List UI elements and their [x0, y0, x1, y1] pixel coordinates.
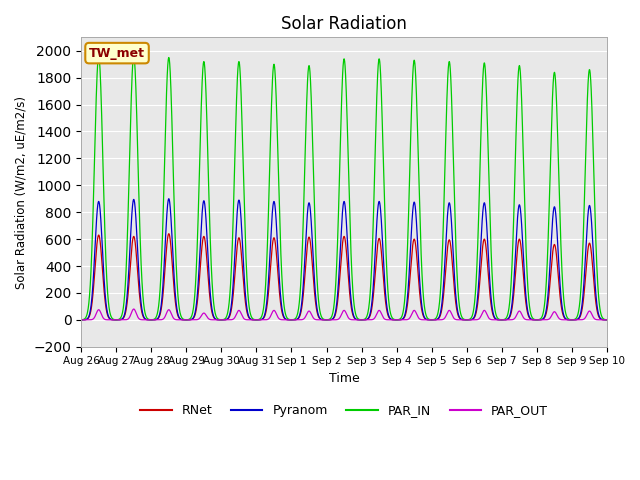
PAR_IN	[169, 140, 177, 145]
PAR_OUT	[279, 317, 287, 323]
RNet	[165, 231, 173, 237]
PAR_OUT	[302, 313, 310, 319]
Legend: RNet, Pyranom, PAR_IN, PAR_OUT: RNet, Pyranom, PAR_IN, PAR_OUT	[135, 399, 553, 422]
RNet	[137, 306, 145, 312]
RNet	[77, 317, 85, 323]
RNet	[169, 265, 177, 271]
Line: Pyranom: Pyranom	[81, 199, 607, 320]
Title: Solar Radiation: Solar Radiation	[281, 15, 407, 33]
Line: RNet: RNet	[81, 234, 607, 320]
PAR_OUT	[77, 317, 85, 323]
PAR_IN	[138, 265, 145, 271]
Pyranom	[137, 300, 145, 306]
Y-axis label: Solar Radiation (W/m2, uE/m2/s): Solar Radiation (W/m2, uE/m2/s)	[15, 96, 28, 288]
Pyranom	[165, 196, 173, 202]
RNet	[603, 317, 611, 323]
Line: PAR_OUT: PAR_OUT	[81, 309, 607, 320]
RNet	[593, 307, 601, 313]
Pyranom	[593, 301, 601, 307]
PAR_IN	[77, 317, 85, 323]
Text: TW_met: TW_met	[89, 47, 145, 60]
X-axis label: Time: Time	[329, 372, 360, 385]
PAR_OUT	[536, 317, 544, 323]
Line: PAR_IN: PAR_IN	[81, 56, 607, 320]
Pyranom	[536, 317, 544, 323]
Pyranom	[279, 311, 287, 317]
RNet	[536, 317, 544, 323]
RNet	[279, 312, 287, 318]
PAR_OUT	[593, 317, 601, 323]
PAR_IN	[536, 316, 544, 322]
PAR_OUT	[169, 313, 177, 319]
PAR_OUT	[130, 306, 138, 312]
Pyranom	[302, 238, 310, 243]
RNet	[568, 317, 576, 323]
PAR_IN	[603, 317, 611, 323]
PAR_IN	[279, 291, 287, 297]
PAR_IN	[302, 129, 310, 135]
Pyranom	[169, 244, 177, 250]
PAR_IN	[95, 53, 102, 59]
RNet	[302, 261, 310, 266]
PAR_OUT	[138, 317, 145, 323]
Pyranom	[77, 317, 85, 323]
Pyranom	[603, 317, 611, 323]
PAR_OUT	[603, 317, 611, 323]
PAR_IN	[593, 264, 601, 269]
PAR_OUT	[568, 317, 576, 323]
